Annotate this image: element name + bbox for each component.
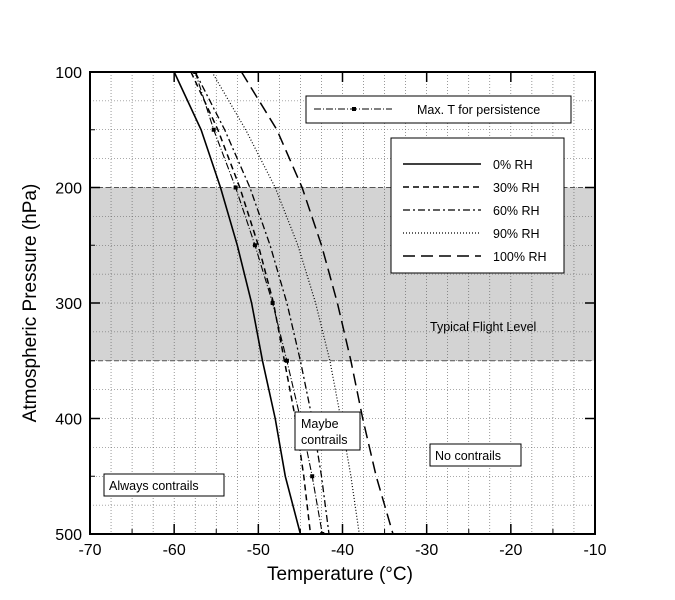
y-tick-label: 300 <box>55 296 82 313</box>
rh-legend: 0% RH 30% RH 60% RH 90% RH 100% RH <box>390 137 565 274</box>
series-layer <box>173 72 394 534</box>
flight-level-label: Typical Flight Level <box>430 320 536 334</box>
persistence-point <box>252 243 257 248</box>
maybe-contrails-box: Maybe contrails <box>294 411 361 451</box>
maybe-contrails-line2: contrails <box>301 433 348 447</box>
maybe-contrails-line1: Maybe <box>301 417 339 431</box>
x-tick-label: -40 <box>331 542 354 559</box>
legend-entry-label: 60% RH <box>493 204 540 218</box>
legend-entry-label: 30% RH <box>493 181 540 195</box>
always-contrails-box: Always contrails <box>103 473 225 497</box>
persistence-point <box>211 127 216 132</box>
y-axis-label: Atmospheric Pressure (hPa) <box>20 184 41 423</box>
series-line-90-rh <box>211 72 360 534</box>
x-tick-label: -30 <box>415 542 438 559</box>
persistence-point <box>284 358 289 363</box>
persistence-legend: Max. T for persistence <box>305 95 572 124</box>
rh-legend-entries: 0% RH 30% RH 60% RH 90% RH 100% RH <box>403 158 547 264</box>
legend-entry-label: 90% RH <box>493 227 540 241</box>
y-tick-label: 200 <box>55 181 82 198</box>
axis-ticks: -70 -60 -50 -40 -30 -20 -10 100 200 300 400 500 <box>55 65 606 559</box>
persistence-point <box>233 185 238 190</box>
no-contrails-box: No contrails <box>429 443 522 467</box>
series-line-0-rh <box>173 72 302 534</box>
persistence-point <box>270 301 275 305</box>
x-tick-label: -20 <box>499 542 522 559</box>
always-contrails-label: Always contrails <box>109 479 199 493</box>
no-contrails-label: No contrails <box>435 449 501 463</box>
x-tick-label: -70 <box>78 542 101 559</box>
x-tick-label: -10 <box>583 542 606 559</box>
x-tick-label: -60 <box>163 542 186 559</box>
y-tick-label: 400 <box>55 412 82 429</box>
series-line-60-rh <box>194 72 330 534</box>
persistence-point <box>310 474 315 479</box>
persistence-legend-label: Max. T for persistence <box>417 103 540 117</box>
legend-entry-label: 0% RH <box>493 158 533 172</box>
y-tick-label: 100 <box>55 65 82 82</box>
persistence-legend-marker <box>352 107 356 111</box>
x-tick-label: -50 <box>247 542 270 559</box>
legend-entry-label: 100% RH <box>493 250 547 264</box>
x-axis-label: Temperature (°C) <box>267 564 413 585</box>
y-tick-label: 500 <box>55 527 82 544</box>
